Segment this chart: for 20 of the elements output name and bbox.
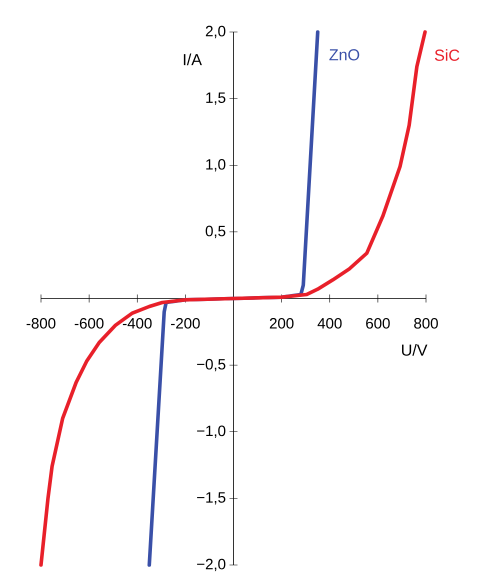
y-tick-label: −1,0 (197, 426, 226, 438)
y-axis-title: I/A (184, 54, 202, 66)
x-tick-label: -400 (122, 318, 152, 329)
y-tick-label: −1,5 (197, 492, 226, 504)
x-tick-label: 800 (414, 318, 438, 329)
y-tick-label: 1,5 (206, 92, 226, 105)
x-tick-label: 400 (318, 318, 342, 329)
x-tick-label: -200 (171, 318, 200, 329)
y-tick-label: −0,5 (197, 358, 226, 372)
x-axis-title: U/V (402, 344, 428, 356)
y-tick-label: 1,0 (206, 159, 226, 172)
x-tick-label: 200 (270, 318, 294, 329)
x-tick-label: 600 (366, 318, 390, 329)
series-label: SiC (434, 49, 460, 61)
y-tick-label: 2,0 (206, 26, 226, 38)
y-tick-label: −2,0 (197, 558, 226, 572)
x-tick-label: -800 (26, 318, 56, 329)
series-label: ZnO (329, 49, 360, 60)
y-tick-label: 0,5 (206, 226, 226, 238)
x-tick-label: -600 (74, 318, 104, 329)
